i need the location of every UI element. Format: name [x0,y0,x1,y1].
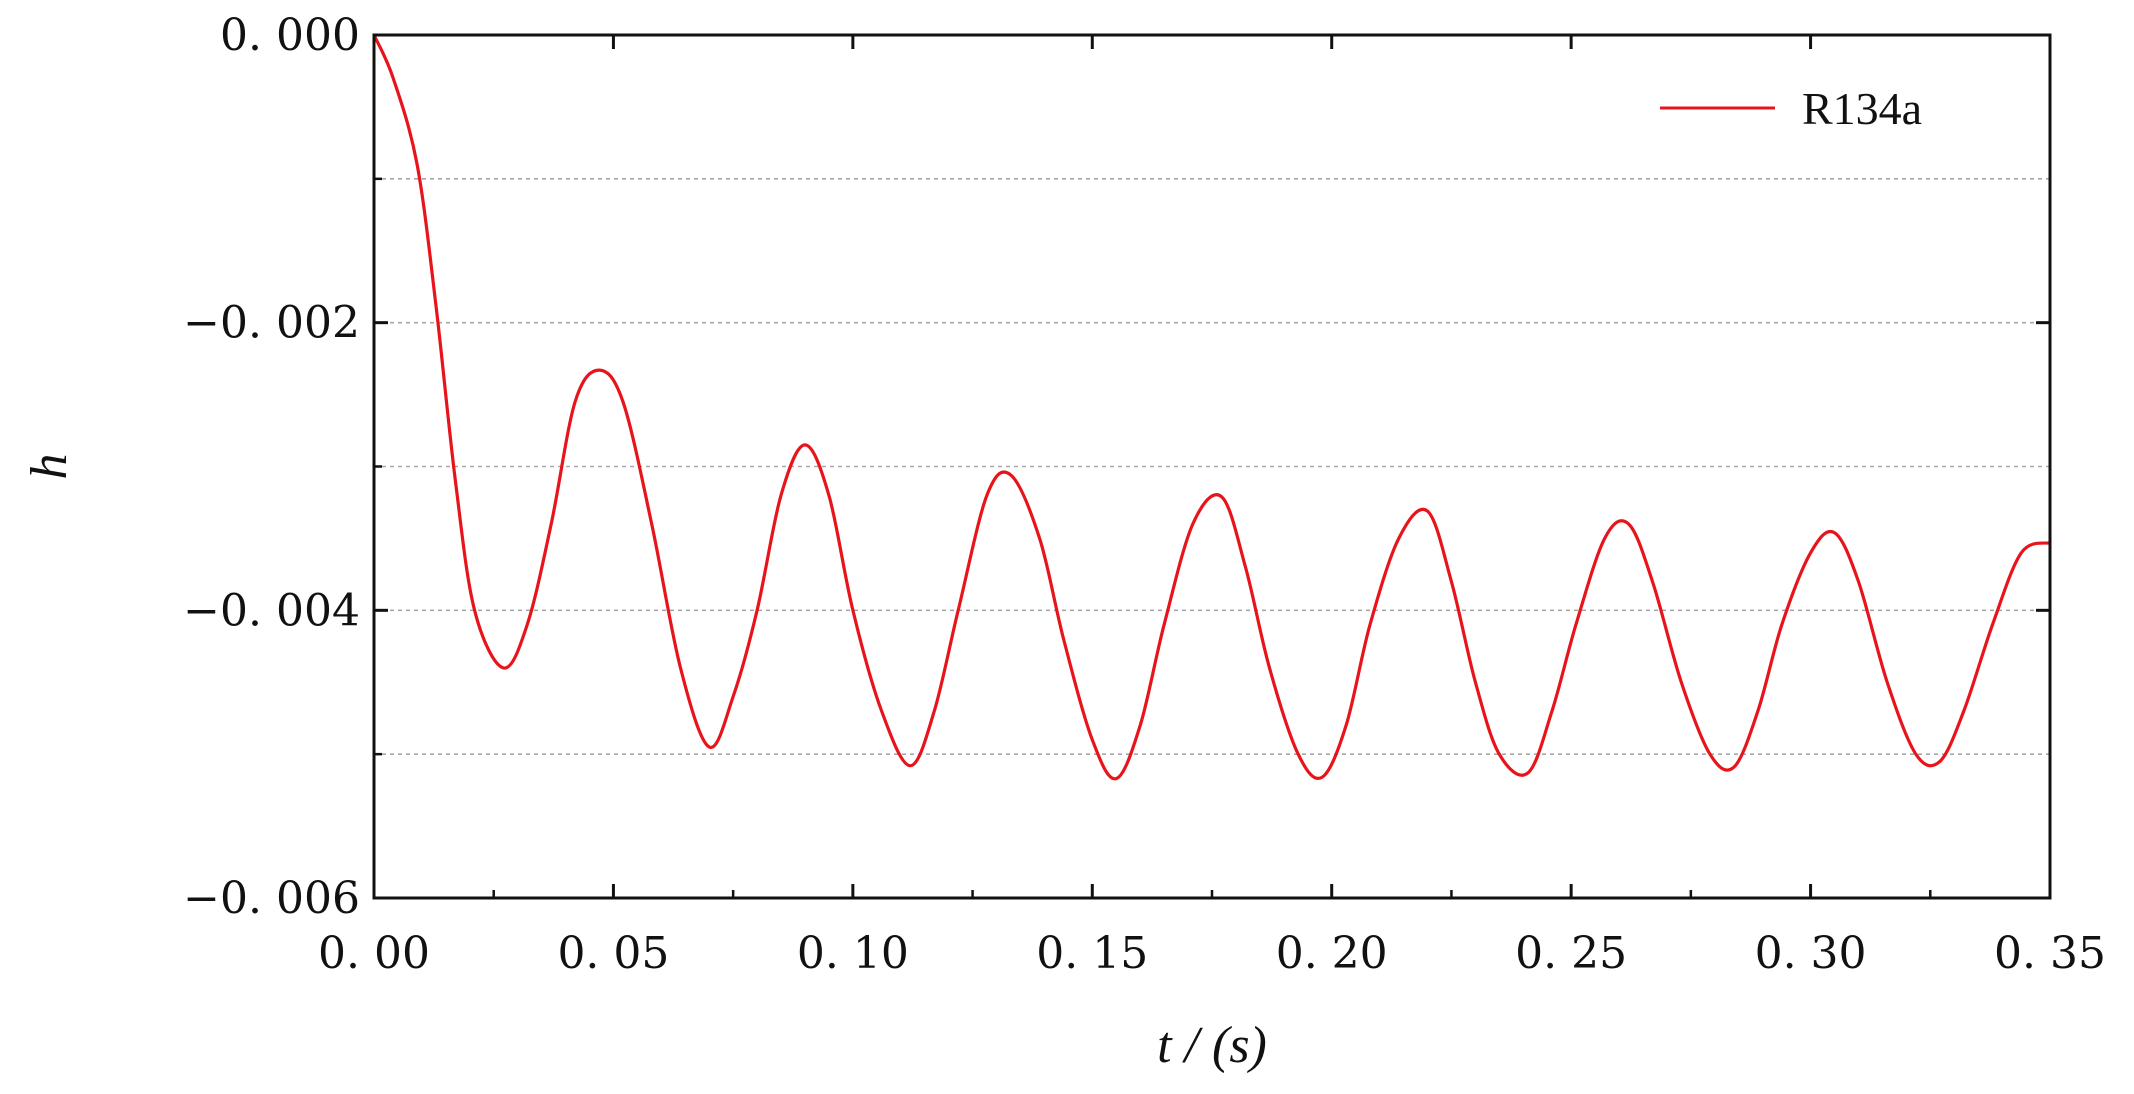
x-tick-label: 0. 05 [557,928,669,979]
x-tick-label: 0. 00 [318,928,430,979]
x-axis-label: t / (s) [1157,1017,1267,1074]
legend: R134a [1660,83,1922,134]
y-tick-label: −0. 004 [183,585,360,636]
y-tick-label: −0. 006 [183,873,360,924]
x-tick-label: 0. 15 [1036,928,1148,979]
series-layer [372,34,2051,781]
x-tick-label: 0. 20 [1276,928,1388,979]
y-tick-label: −0. 002 [183,298,360,349]
x-tick-label: 0. 10 [797,928,909,979]
x-tick-label: 0. 25 [1515,928,1627,979]
x-tick-label: 0. 30 [1755,928,1867,979]
series-line-r134a [372,34,2051,781]
y-tick-label: 0. 000 [220,10,360,61]
legend-label: R134a [1802,83,1922,134]
x-tick-label: 0. 35 [1994,928,2106,979]
y-axis-label: h [21,454,78,480]
axis-ticks: 0. 00 0. 05 0. 10 0. 15 0. 20 0. 25 0. 30 0. 35… [183,10,2106,979]
grid-lines [374,178,2050,755]
